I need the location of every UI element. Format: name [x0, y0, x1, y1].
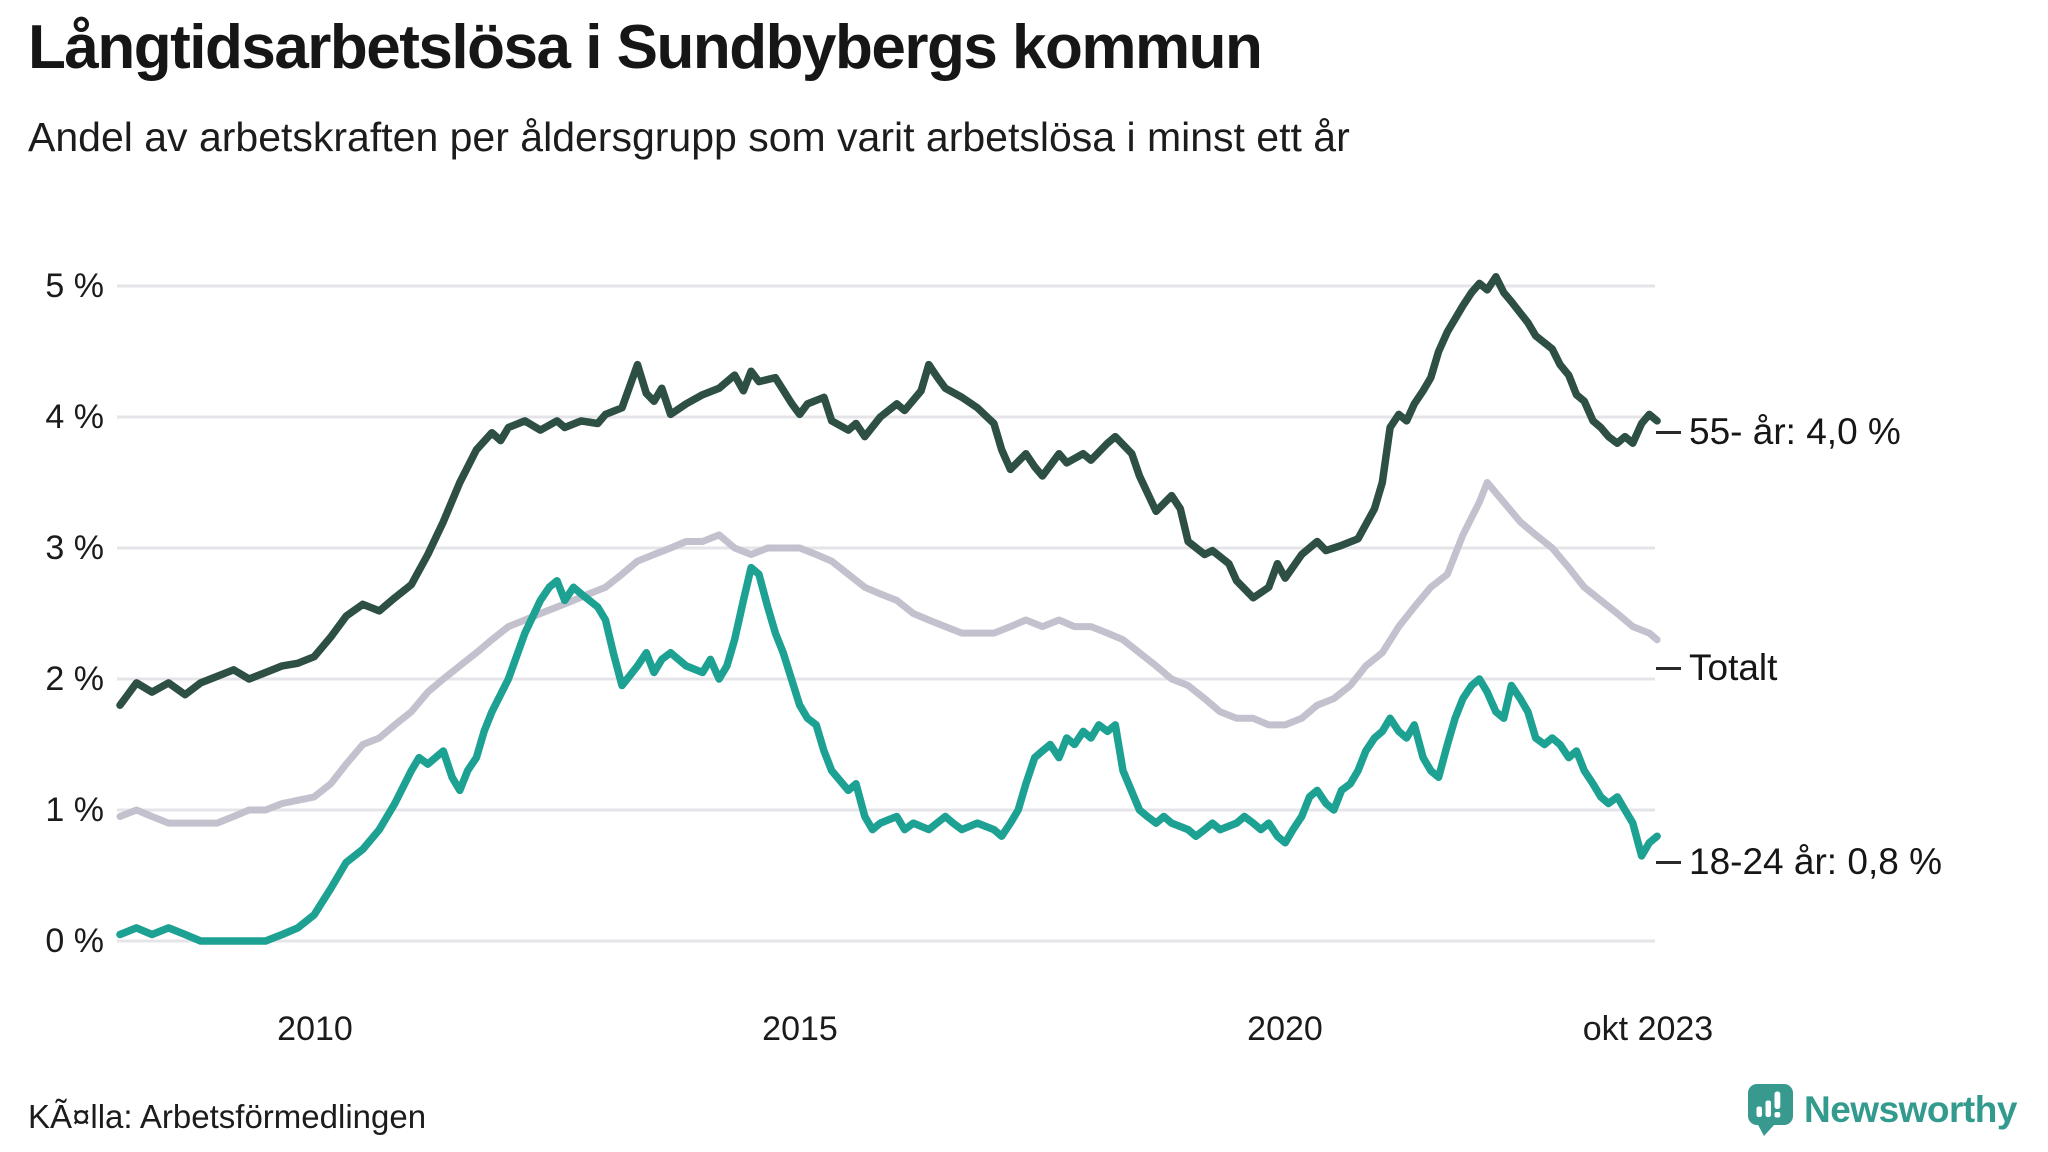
y-axis-tick-label: 0 %: [45, 922, 104, 960]
logo-wordmark: Newsworthy: [1804, 1089, 2017, 1130]
series-end-label-text: Totalt: [1689, 647, 1778, 688]
y-axis-tick-label: 2 %: [45, 660, 104, 698]
newsworthy-logo: Newsworthy: [1748, 1084, 2017, 1136]
series-end-label-text: 18-24 år: 0,8 %: [1689, 841, 1942, 882]
page-title: Långtidsarbetslösa i Sundbybergs kommun: [28, 13, 1263, 82]
series-end-label-18-24-ar: 18-24 år: 0,8 %: [1656, 841, 1942, 883]
line-18-24-ar: [116, 563, 1661, 945]
series-tick-dash: [1656, 666, 1681, 670]
source-caption: KÃ¤lla: Arbetsförmedlingen: [28, 1098, 427, 1135]
x-axis-tick-label: 2015: [762, 1010, 838, 1048]
y-axis-tick-label: 1 %: [45, 791, 104, 829]
series-end-label-totalt: Totalt: [1656, 647, 1777, 689]
y-axis-tick-label: 3 %: [45, 529, 104, 567]
series-tick-dash: [1656, 860, 1681, 864]
line-55-ar: [116, 273, 1661, 709]
x-axis-tick-label: 2010: [277, 1010, 353, 1048]
x-axis-tick-label: okt 2023: [1582, 1010, 1714, 1048]
page-subtitle: Andel av arbetskraften per åldersgrupp s…: [28, 114, 1350, 160]
series-tick-dash: [1656, 430, 1681, 434]
y-axis-tick-label: 5 %: [45, 267, 104, 305]
y-axis-tick-label: 4 %: [45, 398, 104, 436]
newsworthy-bubble-chart-icon: [1748, 1084, 1793, 1136]
x-axis-tick-label: 2020: [1247, 1010, 1323, 1048]
series-end-label-text: 55- år: 4,0 %: [1689, 411, 1901, 452]
series-end-label-55-ar: 55- år: 4,0 %: [1656, 411, 1901, 453]
gridlines: [117, 284, 1655, 943]
line-totalt: [116, 479, 1661, 827]
